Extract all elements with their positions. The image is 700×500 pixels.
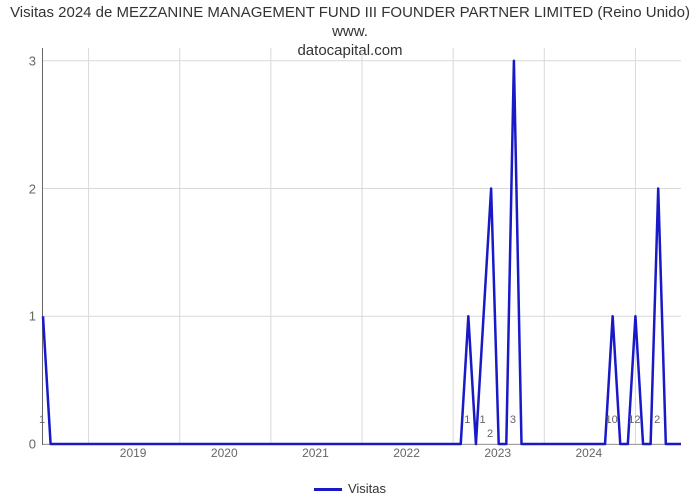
x-annotation: 2: [487, 428, 493, 440]
x-annotation: 10: [606, 414, 618, 426]
legend-label: Visitas: [348, 481, 386, 496]
x-annotation: 12: [628, 414, 640, 426]
legend: Visitas: [0, 481, 700, 496]
x-annotation: 2: [654, 414, 660, 426]
x-annotation: 3: [510, 414, 516, 426]
x-annotation: 1: [464, 414, 470, 426]
y-tick-label: 2: [0, 181, 36, 196]
x-annotation: 1: [479, 414, 485, 426]
x-tick-label: 2021: [302, 446, 329, 460]
y-tick-label: 3: [0, 53, 36, 68]
x-tick-label: 2022: [393, 446, 420, 460]
line-chart-svg: [43, 48, 681, 444]
x-annotation: 1: [39, 414, 45, 426]
x-tick-label: 2020: [211, 446, 238, 460]
x-tick-label: 2023: [484, 446, 511, 460]
chart-container: Visitas 2024 de MEZZANINE MANAGEMENT FUN…: [0, 0, 700, 500]
y-tick-label: 1: [0, 309, 36, 324]
plot-area: [42, 48, 681, 445]
x-tick-label: 2024: [575, 446, 602, 460]
legend-swatch: [314, 488, 342, 491]
x-tick-label: 2019: [120, 446, 147, 460]
x-axis-ticks: 2019 2020 2021 2022 2023 2024: [42, 446, 680, 464]
y-tick-label: 0: [0, 437, 36, 452]
